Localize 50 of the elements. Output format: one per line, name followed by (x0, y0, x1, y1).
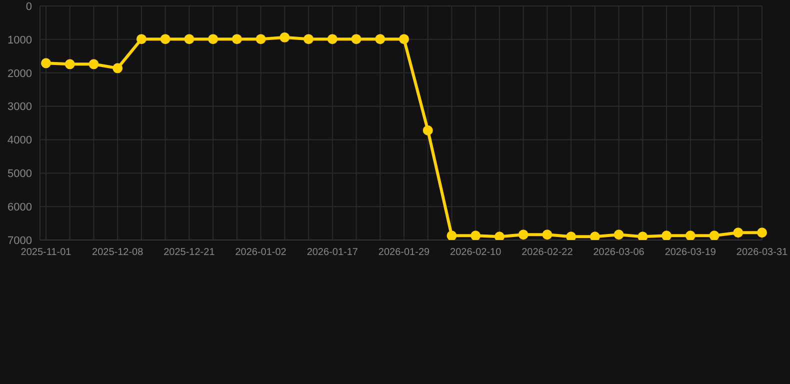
y-tick-label: 3000 (8, 101, 32, 114)
point (638, 232, 648, 240)
point (733, 228, 744, 238)
x-tick-label: 2026-03-06 (593, 247, 645, 258)
point (232, 34, 242, 44)
y-tick-label: 7000 (8, 234, 32, 247)
x-tick-label: 2025-12-21 (164, 247, 216, 258)
x-tick-label: 2026-03-31 (736, 247, 788, 258)
point (184, 34, 194, 44)
point (590, 232, 600, 240)
y-tick-label: 4000 (8, 134, 32, 147)
point (41, 58, 51, 68)
point (64, 59, 75, 70)
point (470, 230, 481, 240)
point (280, 32, 290, 42)
point (136, 34, 146, 44)
point (304, 34, 314, 44)
point (757, 228, 767, 238)
y-tick-label: 2000 (8, 68, 32, 80)
point (160, 34, 170, 44)
x-tick-label: 2026-03-19 (664, 247, 716, 258)
point (662, 230, 672, 240)
point (351, 34, 362, 44)
y-tick-label: 1000 (8, 34, 32, 46)
x-tick-label: 2026-01-17 (306, 247, 358, 258)
point (685, 230, 696, 240)
point (375, 34, 386, 44)
x-tick-label: 2025-11-01 (20, 247, 72, 258)
x-tick-label: 2025-12-08 (92, 247, 144, 258)
x-tick-label: 2026-02-22 (522, 247, 574, 258)
point (112, 63, 123, 74)
x-tick-label: 2026-01-29 (378, 247, 430, 258)
x-tick-label: 2026-01-02 (235, 247, 287, 258)
y-tick-label: 6000 (8, 201, 32, 214)
point (709, 230, 720, 240)
point (88, 59, 99, 70)
point (327, 34, 338, 44)
y-tick-label: 0 (26, 0, 32, 13)
point (256, 34, 266, 44)
point (518, 230, 528, 240)
y-tick-label: 5000 (8, 168, 32, 180)
point (566, 232, 576, 240)
point (446, 230, 457, 240)
point (494, 232, 504, 240)
point (208, 34, 218, 44)
point (614, 230, 624, 240)
point (422, 125, 433, 136)
x-tick-label: 2026-02-10 (450, 247, 502, 258)
point (542, 230, 552, 240)
point (399, 34, 409, 44)
